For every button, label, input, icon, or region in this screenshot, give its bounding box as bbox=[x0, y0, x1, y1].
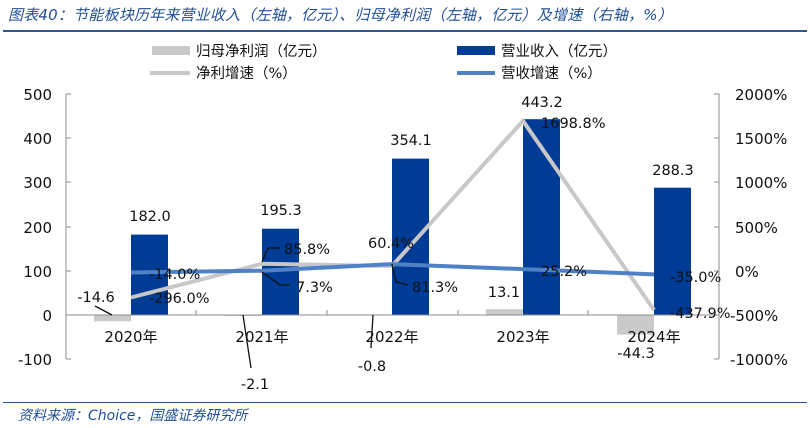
legend-swatch-net-profit bbox=[152, 46, 190, 55]
right-tick: -1000% bbox=[730, 351, 788, 369]
bar-revenue-2020 bbox=[131, 234, 168, 315]
left-tick: -100 bbox=[18, 351, 52, 369]
bar-net-profit-2024 bbox=[617, 315, 654, 335]
category-label: 2021年 bbox=[235, 328, 288, 346]
left-tick: 500 bbox=[23, 86, 52, 104]
left-tick: 300 bbox=[23, 174, 52, 192]
label-net-profit-2021: -2.1 bbox=[241, 377, 269, 393]
right-tick: 1000% bbox=[735, 174, 787, 192]
label-net-profit-2024: -44.3 bbox=[617, 346, 655, 362]
right-tick: 0% bbox=[735, 263, 759, 281]
category-label: 2020年 bbox=[104, 328, 157, 346]
right-tick: -500% bbox=[730, 307, 778, 325]
legend-label-net-growth: 净利增速（%） bbox=[196, 65, 297, 82]
top-rule bbox=[3, 30, 807, 32]
right-tick: 2000% bbox=[735, 86, 787, 104]
bar-revenue-2024 bbox=[654, 187, 691, 315]
category-label: 2024年 bbox=[627, 328, 680, 346]
bottom-rule bbox=[3, 402, 807, 403]
label-net-growth-2021: 85.8% bbox=[284, 242, 330, 258]
bar-revenue-2022 bbox=[392, 158, 429, 315]
source-note: 资料来源：Choice，国盛证券研究所 bbox=[18, 408, 248, 424]
label-net-growth-2024: -437.9% bbox=[670, 306, 731, 322]
right-tick: 500% bbox=[735, 219, 778, 237]
label-revenue-2020: 182.0 bbox=[129, 209, 171, 225]
label-revenue-2023: 443.2 bbox=[521, 95, 563, 111]
category-label: 2022年 bbox=[365, 328, 418, 346]
label-revenue-2021: 195.3 bbox=[260, 203, 302, 219]
label-revenue-2024: 288.3 bbox=[652, 163, 694, 179]
label-revenue-growth-2023: 25.2% bbox=[541, 264, 587, 280]
legend-swatch-revenue bbox=[457, 46, 495, 55]
bar-net-profit-2023 bbox=[486, 309, 523, 315]
label-net-growth-2022: 60.4% bbox=[368, 236, 414, 252]
label-revenue-2022: 354.1 bbox=[390, 133, 432, 149]
chart-title: 图表40：节能板块历年来营业收入（左轴，亿元）、归母净利润（左轴，亿元）及增速（… bbox=[8, 6, 673, 24]
label-revenue-growth-2024: -35.0% bbox=[670, 270, 721, 286]
legend-label-revenue-growth: 营收增速（%） bbox=[501, 65, 602, 82]
label-revenue-growth-2020: -14.0% bbox=[149, 267, 200, 283]
label-net-profit-2023: 13.1 bbox=[488, 285, 520, 301]
category-label: 2023年 bbox=[496, 328, 549, 346]
label-revenue-growth-2021: 7.3% bbox=[296, 280, 333, 296]
label-net-growth-2020: -296.0% bbox=[149, 291, 210, 307]
leader-lines bbox=[94, 247, 409, 369]
label-net-growth-2023: 1698.8% bbox=[541, 116, 606, 132]
right-axis: 2000% 1500% 1000% 500% 0% -500% -1000% bbox=[714, 86, 788, 369]
legend-label-revenue: 营业收入（亿元） bbox=[501, 43, 617, 60]
bar-net-profit-2020 bbox=[94, 315, 131, 322]
left-tick: 400 bbox=[23, 130, 52, 148]
left-tick: 0 bbox=[42, 307, 52, 325]
legend-label-net-profit: 归母净利润（亿元） bbox=[196, 43, 327, 60]
left-tick: 200 bbox=[23, 219, 52, 237]
label-net-profit-2022: -0.8 bbox=[358, 359, 386, 375]
label-revenue-growth-2022: 81.3% bbox=[412, 280, 458, 296]
right-tick: 1500% bbox=[735, 130, 787, 148]
bar-revenue-2023 bbox=[523, 119, 560, 315]
left-axis: 500 400 300 200 100 0 -100 bbox=[18, 86, 71, 369]
revenue-bars bbox=[131, 119, 691, 315]
category-axis: 2020年 2021年 2022年 2023年 2024年 bbox=[66, 310, 719, 346]
legend: 归母净利润（亿元） 营业收入（亿元） 净利增速（%） 营收增速（%） bbox=[150, 43, 617, 82]
label-net-profit-2020: -14.6 bbox=[77, 290, 115, 306]
left-tick: 100 bbox=[23, 263, 52, 281]
